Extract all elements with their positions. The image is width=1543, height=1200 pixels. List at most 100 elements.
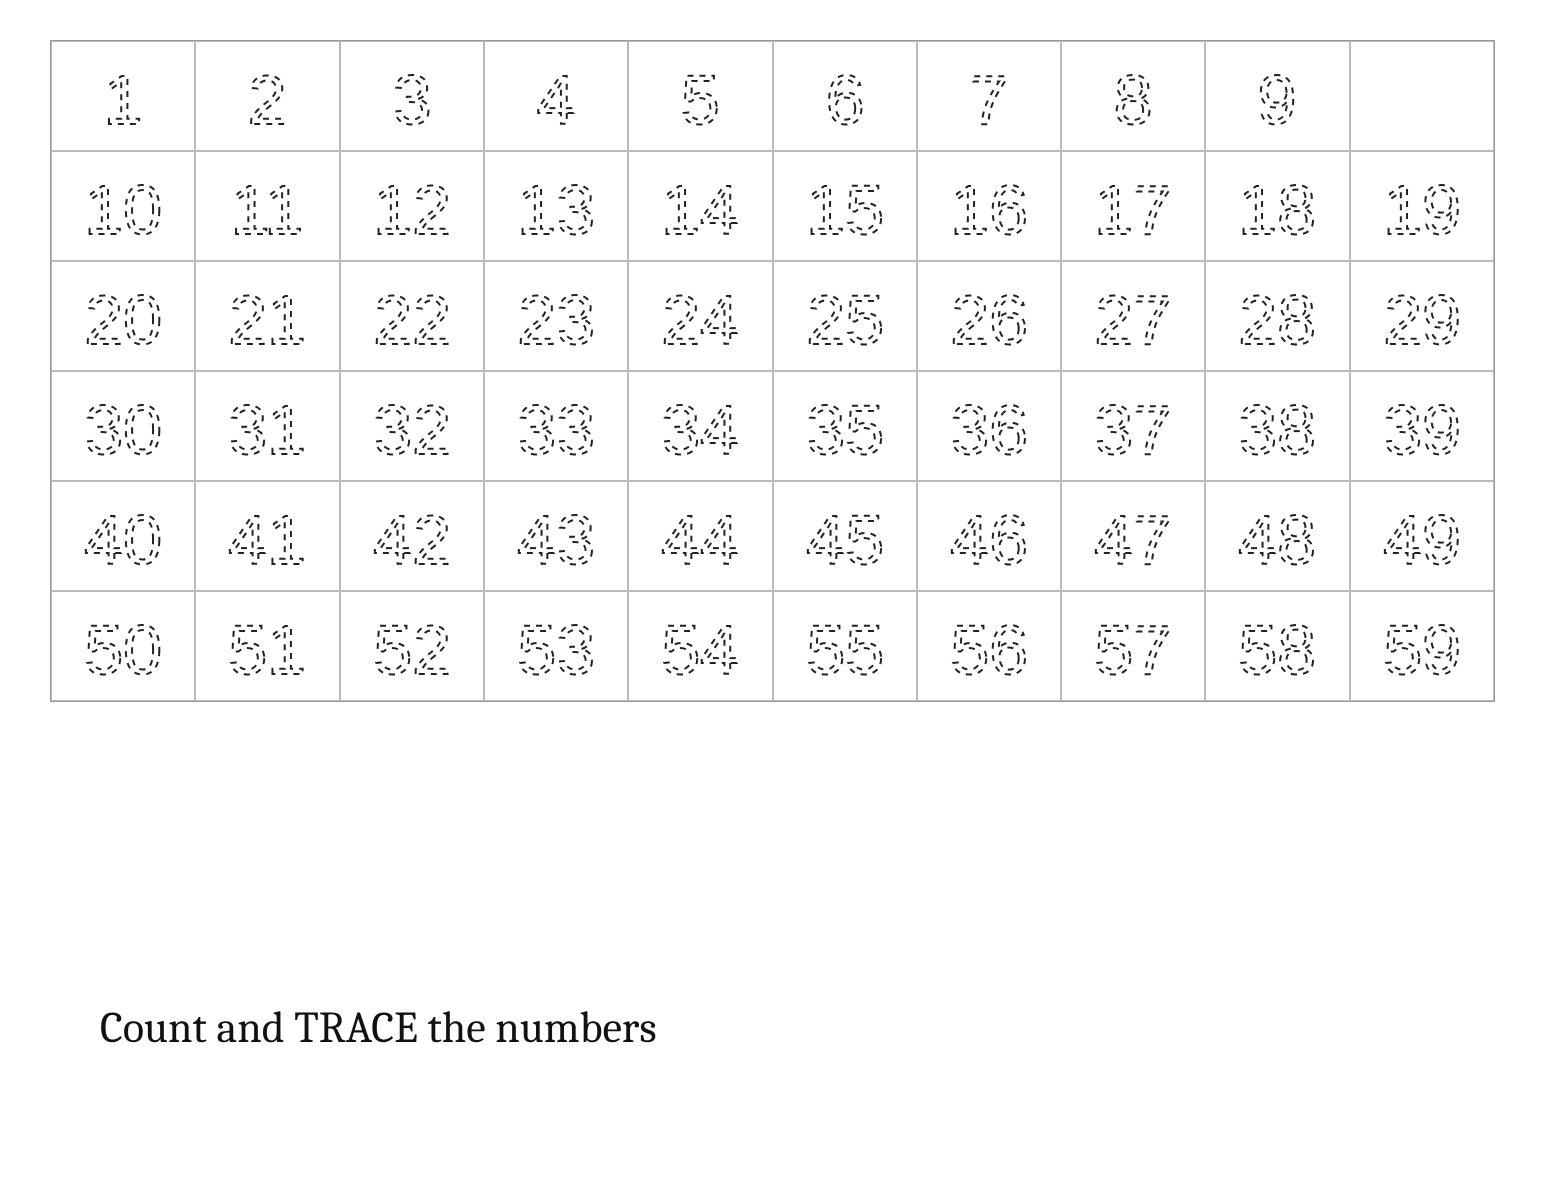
grid-cell: 18 — [1205, 151, 1349, 261]
svg-text:7: 7 — [969, 61, 1008, 139]
grid-cell: 52 — [340, 591, 484, 701]
svg-text:45: 45 — [806, 501, 884, 579]
traceable-number: 23 — [485, 262, 627, 370]
grid-cell: 43 — [484, 481, 628, 591]
grid-cell: 50 — [51, 591, 195, 701]
svg-text:38: 38 — [1239, 391, 1317, 469]
grid-cell: 42 — [340, 481, 484, 591]
traceable-number: 14 — [629, 152, 771, 260]
svg-text:16: 16 — [950, 171, 1028, 249]
grid-cell: 33 — [484, 371, 628, 481]
grid-cell: 15 — [773, 151, 917, 261]
svg-text:17: 17 — [1094, 171, 1172, 249]
traceable-number: 4 — [485, 42, 627, 150]
grid-cell: 55 — [773, 591, 917, 701]
grid-cell: 49 — [1350, 481, 1494, 591]
grid-cell: 51 — [195, 591, 339, 701]
traceable-number: 26 — [918, 262, 1060, 370]
grid-cell: 38 — [1205, 371, 1349, 481]
grid-cell: 54 — [628, 591, 772, 701]
traceable-number: 25 — [774, 262, 916, 370]
svg-text:32: 32 — [373, 391, 451, 469]
grid-cell — [1350, 41, 1494, 151]
traceable-number: 7 — [918, 42, 1060, 150]
worksheet-container: 1234567891011121314151617181920212223242… — [0, 0, 1543, 1093]
traceable-number: 58 — [1206, 592, 1348, 700]
traceable-number: 16 — [918, 152, 1060, 260]
traceable-number: 5 — [629, 42, 771, 150]
svg-text:44: 44 — [661, 501, 739, 579]
grid-cell: 59 — [1350, 591, 1494, 701]
svg-text:9: 9 — [1258, 61, 1297, 139]
svg-text:11: 11 — [231, 171, 304, 249]
svg-text:27: 27 — [1094, 281, 1172, 359]
svg-text:51: 51 — [229, 611, 307, 689]
svg-text:30: 30 — [84, 391, 162, 469]
grid-cell: 14 — [628, 151, 772, 261]
svg-text:52: 52 — [373, 611, 451, 689]
grid-cell: 44 — [628, 481, 772, 591]
grid-cell: 48 — [1205, 481, 1349, 591]
svg-text:34: 34 — [661, 391, 739, 469]
traceable-number: 44 — [629, 482, 771, 590]
svg-text:13: 13 — [517, 171, 595, 249]
grid-cell: 29 — [1350, 261, 1494, 371]
svg-text:55: 55 — [806, 611, 884, 689]
traceable-number: 59 — [1351, 592, 1493, 700]
grid-cell: 26 — [917, 261, 1061, 371]
grid-cell: 12 — [340, 151, 484, 261]
svg-text:24: 24 — [661, 281, 739, 359]
grid-cell: 23 — [484, 261, 628, 371]
svg-text:20: 20 — [84, 281, 162, 359]
grid-cell: 21 — [195, 261, 339, 371]
grid-cell: 39 — [1350, 371, 1494, 481]
traceable-number: 33 — [485, 372, 627, 480]
traceable-number: 51 — [196, 592, 338, 700]
svg-text:35: 35 — [806, 391, 884, 469]
traceable-number: 18 — [1206, 152, 1348, 260]
traceable-number: 40 — [52, 482, 194, 590]
number-tracing-grid: 1234567891011121314151617181920212223242… — [50, 40, 1495, 702]
svg-text:56: 56 — [950, 611, 1028, 689]
traceable-number: 24 — [629, 262, 771, 370]
grid-cell: 4 — [484, 41, 628, 151]
grid-cell: 32 — [340, 371, 484, 481]
grid-cell: 7 — [917, 41, 1061, 151]
svg-text:3: 3 — [392, 61, 431, 139]
svg-text:36: 36 — [950, 391, 1028, 469]
svg-text:47: 47 — [1094, 501, 1172, 579]
svg-text:37: 37 — [1094, 391, 1172, 469]
svg-text:1: 1 — [104, 61, 143, 139]
traceable-number: 55 — [774, 592, 916, 700]
worksheet-instruction: Count and TRACE the numbers — [100, 1002, 1493, 1053]
grid-cell: 53 — [484, 591, 628, 701]
grid-cell: 37 — [1061, 371, 1205, 481]
traceable-number: 57 — [1062, 592, 1204, 700]
svg-text:18: 18 — [1239, 171, 1317, 249]
traceable-number: 48 — [1206, 482, 1348, 590]
svg-text:2: 2 — [248, 61, 287, 139]
svg-text:53: 53 — [517, 611, 595, 689]
traceable-number: 42 — [341, 482, 483, 590]
traceable-number: 11 — [196, 152, 338, 260]
traceable-number: 13 — [485, 152, 627, 260]
grid-cell: 6 — [773, 41, 917, 151]
traceable-number: 1 — [52, 42, 194, 150]
svg-text:40: 40 — [84, 501, 162, 579]
traceable-number: 27 — [1062, 262, 1204, 370]
svg-text:59: 59 — [1383, 611, 1461, 689]
svg-text:42: 42 — [373, 501, 451, 579]
grid-cell: 57 — [1061, 591, 1205, 701]
grid-cell: 28 — [1205, 261, 1349, 371]
grid-cell: 30 — [51, 371, 195, 481]
grid-cell: 13 — [484, 151, 628, 261]
svg-text:50: 50 — [84, 611, 162, 689]
traceable-number: 36 — [918, 372, 1060, 480]
traceable-number: 12 — [341, 152, 483, 260]
svg-text:22: 22 — [373, 281, 451, 359]
traceable-number: 19 — [1351, 152, 1493, 260]
grid-cell: 24 — [628, 261, 772, 371]
traceable-number: 6 — [774, 42, 916, 150]
svg-text:15: 15 — [806, 171, 884, 249]
svg-text:23: 23 — [517, 281, 595, 359]
